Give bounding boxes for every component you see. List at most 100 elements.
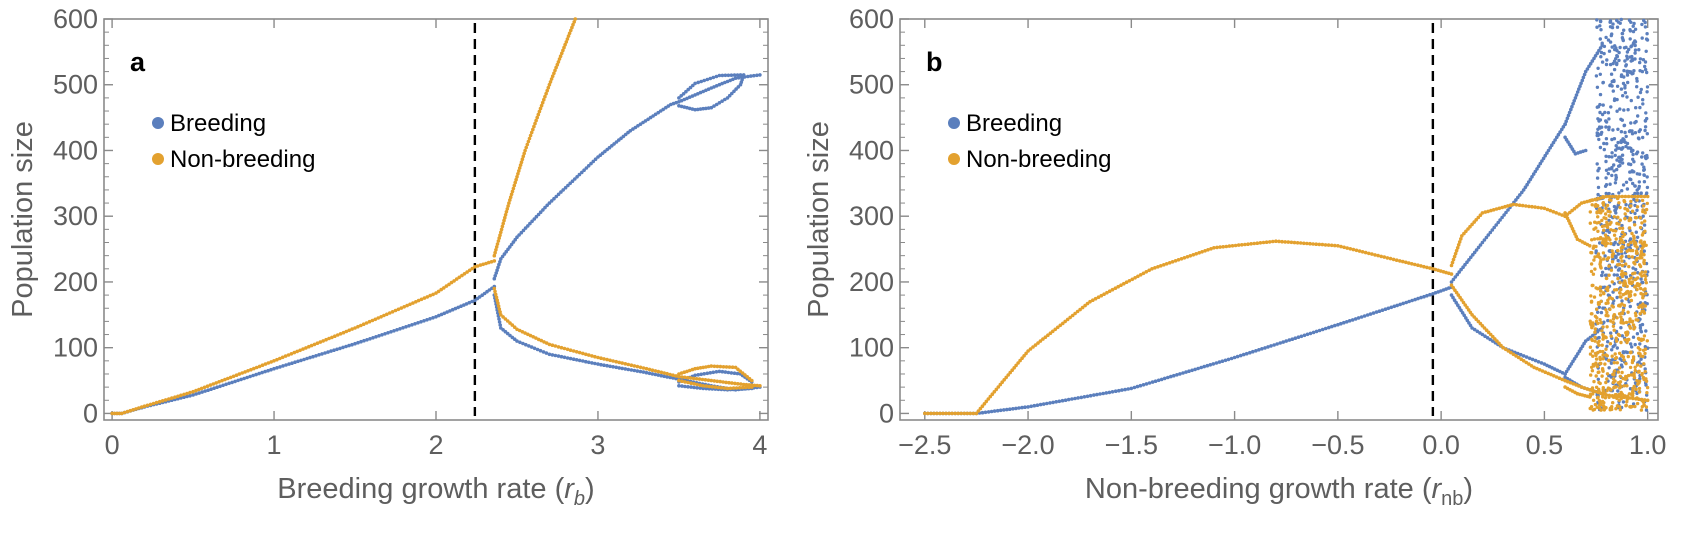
- data-point: [1308, 241, 1312, 246]
- data-point: [1625, 394, 1630, 398]
- data-point: [1602, 51, 1606, 56]
- data-point: [983, 410, 988, 415]
- data-point: [1612, 273, 1617, 277]
- data-point: [1511, 352, 1516, 357]
- data-point: [416, 321, 420, 325]
- data-point: [1616, 140, 1620, 145]
- data-point: [1602, 147, 1607, 152]
- data-point: [1615, 404, 1620, 408]
- data-point: [1020, 356, 1024, 361]
- data-point: [492, 276, 497, 281]
- data-point: [1560, 213, 1564, 217]
- data-point: [688, 376, 693, 380]
- data-point: [679, 94, 683, 98]
- data-point: [1644, 274, 1648, 278]
- data-point: [1298, 241, 1303, 245]
- data-point: [374, 335, 378, 339]
- data-point: [1508, 203, 1513, 207]
- data-point: [194, 392, 198, 396]
- data-point: [530, 219, 534, 224]
- data-point: [1643, 219, 1647, 223]
- data-point: [543, 205, 547, 210]
- data-point: [505, 319, 510, 323]
- data-point: [1642, 362, 1646, 366]
- data-point: [1594, 374, 1598, 378]
- data-point: [1625, 69, 1630, 73]
- data-point: [563, 185, 568, 190]
- data-point: [988, 394, 993, 399]
- data-point: [542, 97, 546, 102]
- data-point: [492, 259, 497, 263]
- data-point: [1575, 90, 1580, 94]
- data-point: [1491, 208, 1496, 212]
- data-point: [539, 338, 544, 343]
- data-point: [623, 367, 628, 371]
- data-point: [456, 305, 461, 310]
- y-tick-label: 100: [849, 333, 894, 363]
- data-point: [1182, 255, 1187, 260]
- data-point: [1367, 251, 1371, 256]
- data-point: [1604, 216, 1608, 221]
- data-point: [626, 367, 631, 372]
- data-point: [1391, 257, 1396, 262]
- data-point: [1212, 246, 1216, 250]
- data-point: [1565, 116, 1570, 121]
- data-point: [1604, 313, 1608, 318]
- data-point: [574, 358, 579, 362]
- data-point: [1299, 334, 1304, 339]
- data-point: [226, 376, 230, 381]
- data-point: [1502, 213, 1506, 217]
- data-point: [1621, 400, 1626, 404]
- data-point: [1635, 188, 1639, 192]
- data-point: [632, 368, 637, 373]
- data-point: [1607, 155, 1611, 159]
- x-tick-label: 4: [752, 430, 767, 460]
- data-point: [1036, 341, 1040, 345]
- data-point: [1113, 286, 1118, 291]
- data-point: [330, 335, 334, 340]
- data-point: [1608, 319, 1613, 323]
- data-point: [1612, 67, 1617, 72]
- data-point: [1598, 293, 1603, 297]
- data-point: [553, 353, 558, 358]
- data-point: [1539, 206, 1544, 210]
- data-point: [671, 373, 675, 378]
- data-point: [1619, 130, 1624, 134]
- data-point: [341, 345, 345, 350]
- data-point: [1002, 408, 1006, 412]
- data-point: [1588, 319, 1592, 323]
- data-point: [416, 298, 421, 303]
- data-point: [1635, 363, 1640, 367]
- data-point: [317, 353, 321, 357]
- data-point: [653, 369, 658, 373]
- data-point: [1533, 169, 1538, 174]
- data-point: [1614, 356, 1619, 360]
- data-point: [1362, 314, 1367, 318]
- data-point: [1603, 362, 1607, 366]
- data-point: [1480, 332, 1485, 337]
- data-point: [995, 408, 1000, 413]
- data-point: [1620, 147, 1624, 151]
- data-point: [517, 169, 521, 173]
- data-point: [534, 214, 539, 219]
- data-point: [1162, 376, 1167, 381]
- data-point: [1642, 399, 1646, 403]
- data-point: [1623, 194, 1628, 199]
- data-point: [953, 411, 957, 416]
- data-point: [1566, 113, 1571, 118]
- data-point: [1540, 159, 1544, 163]
- data-point: [218, 384, 222, 389]
- data-point: [542, 340, 546, 344]
- data-point: [1633, 342, 1637, 347]
- data-point: [269, 360, 274, 364]
- data-point: [1618, 237, 1623, 241]
- data-point: [543, 94, 547, 99]
- data-point: [1404, 260, 1408, 265]
- data-point: [1416, 263, 1420, 268]
- data-point: [1592, 56, 1596, 61]
- data-point: [1596, 215, 1600, 219]
- data-point: [1616, 370, 1621, 374]
- data-point: [1590, 203, 1594, 207]
- data-point: [1593, 389, 1598, 394]
- data-point: [1173, 259, 1178, 263]
